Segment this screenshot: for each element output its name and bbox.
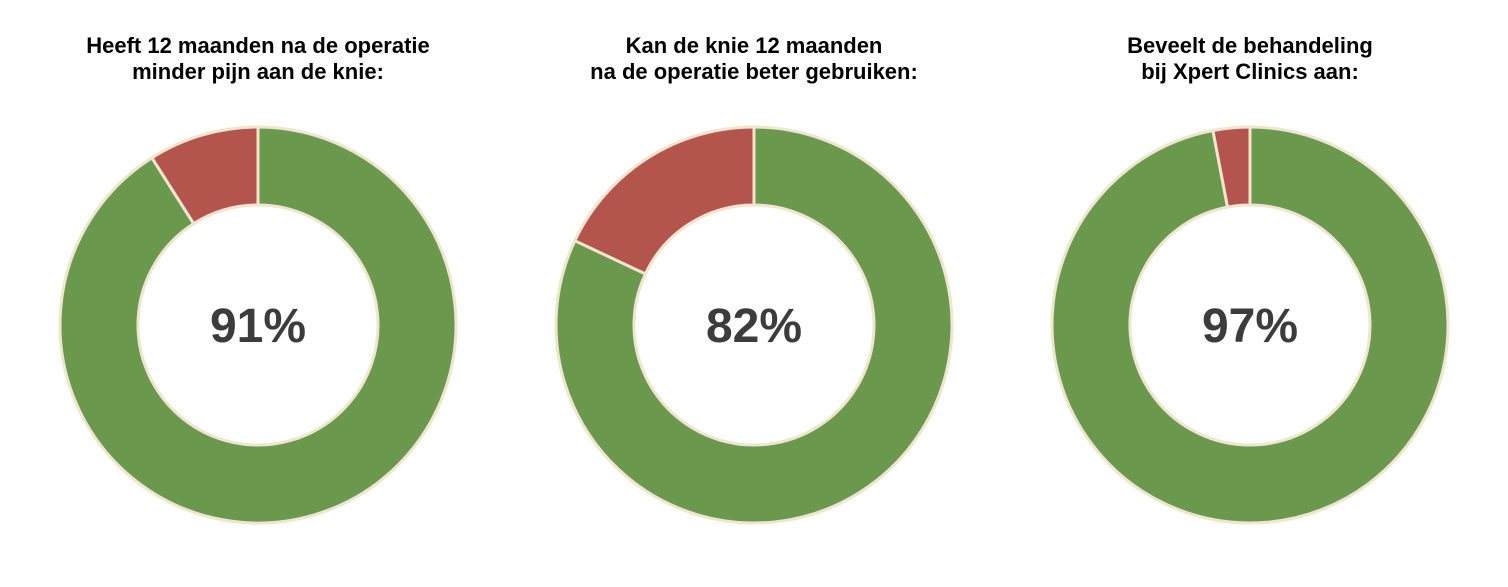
- chart-title: Beveelt de behandeling bij Xpert Clinics…: [1030, 33, 1470, 85]
- chart-title-line-2: minder pijn aan de knie:: [132, 59, 384, 84]
- donut-svg: 91%: [58, 125, 458, 525]
- chart-title-line-1: Heeft 12 maanden na de operatie: [86, 33, 430, 58]
- donut-slice-positive: [58, 125, 458, 525]
- donut-chart-pain-reduction: Heeft 12 maanden na de operatie minder p…: [38, 0, 478, 587]
- donut-center-label: 82%: [706, 300, 802, 353]
- donut-slice-negative: [573, 125, 756, 276]
- chart-title-line-2: bij Xpert Clinics aan:: [1141, 59, 1359, 84]
- donut-slice-positive: [1050, 125, 1450, 525]
- donut-slice-negative: [1211, 125, 1252, 209]
- donut-chart-knee-function: Kan de knie 12 maanden na de operatie be…: [534, 0, 974, 587]
- donut-chart-recommendation: Beveelt de behandeling bij Xpert Clinics…: [1030, 0, 1470, 587]
- donut-slice-positive: [554, 125, 954, 525]
- donut-svg: 97%: [1050, 125, 1450, 525]
- chart-title: Kan de knie 12 maanden na de operatie be…: [534, 33, 974, 85]
- donut-slice-negative: [150, 125, 260, 226]
- donut-svg: 82%: [554, 125, 954, 525]
- donut-center-label: 97%: [1202, 300, 1298, 353]
- chart-title-line-2: na de operatie beter gebruiken:: [590, 59, 918, 84]
- chart-title-line-1: Beveelt de behandeling: [1127, 33, 1373, 58]
- donut-center-label: 91%: [210, 300, 306, 353]
- chart-title-line-1: Kan de knie 12 maanden: [625, 33, 883, 58]
- chart-title: Heeft 12 maanden na de operatie minder p…: [38, 33, 478, 85]
